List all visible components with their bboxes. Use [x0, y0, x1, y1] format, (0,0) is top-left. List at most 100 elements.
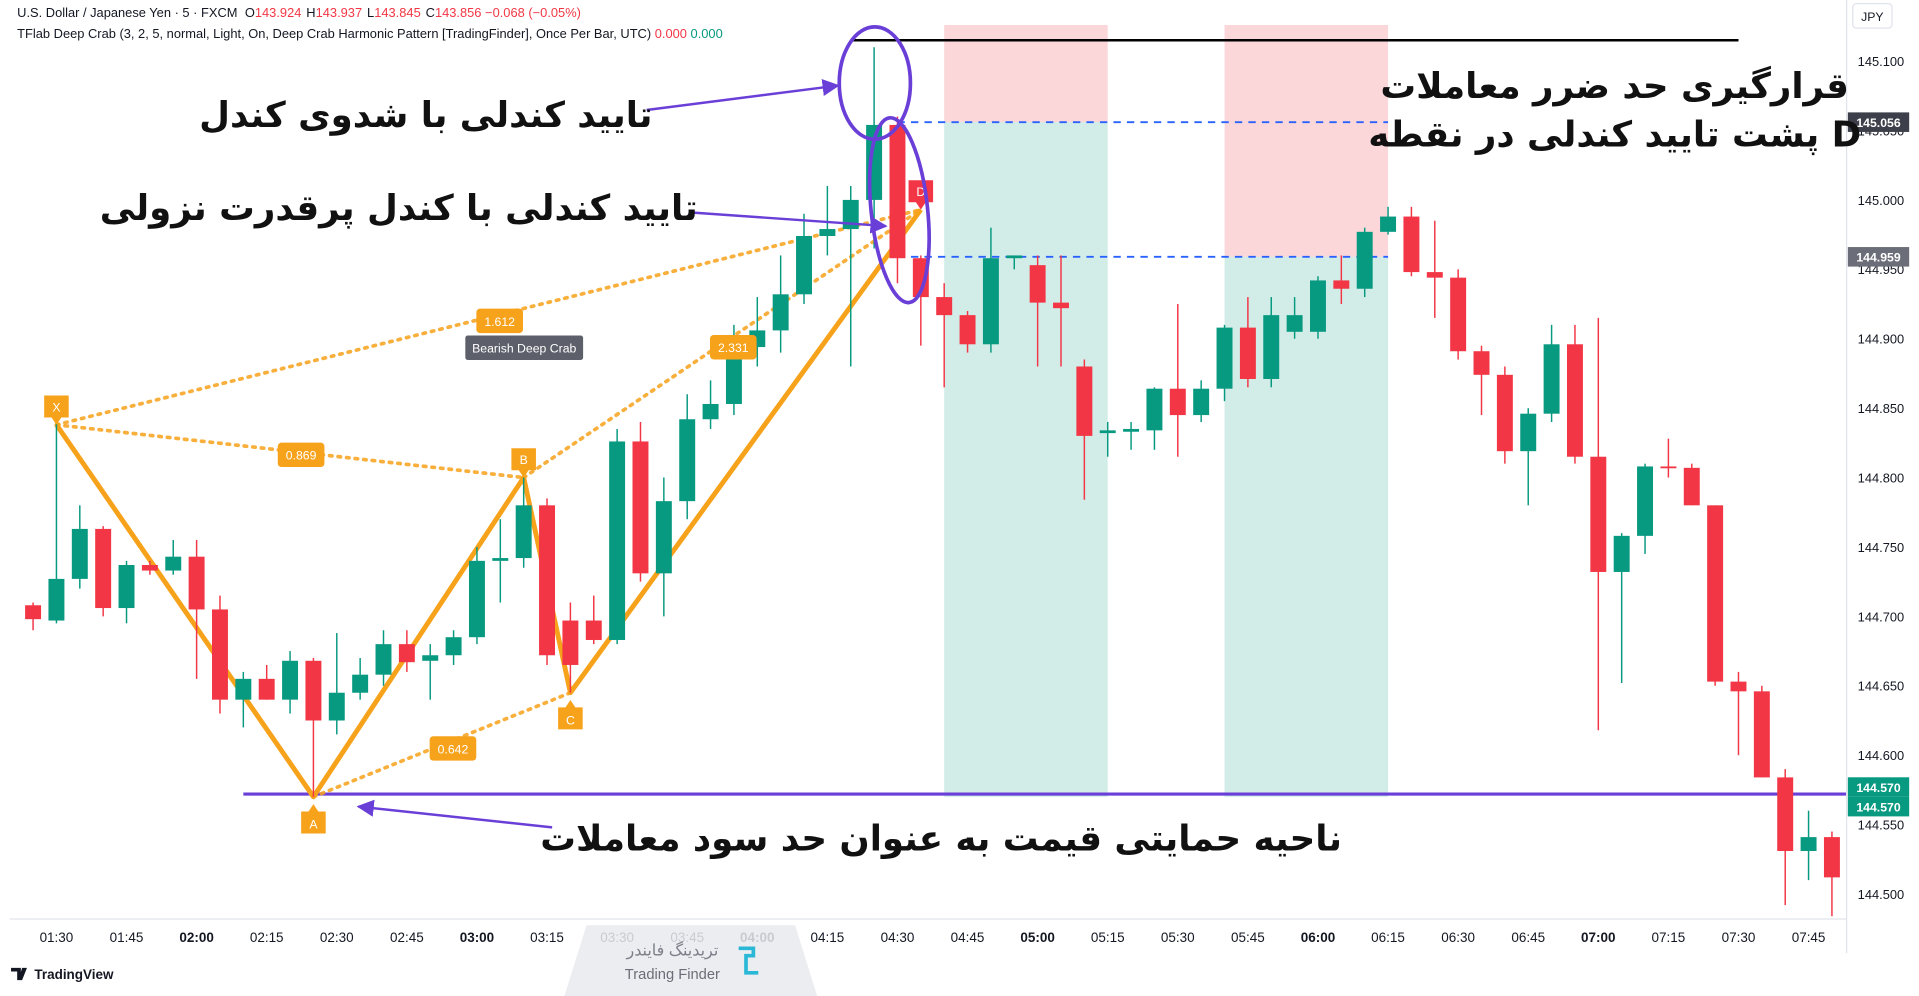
candle-body	[1169, 388, 1186, 416]
candle-body	[1520, 413, 1537, 452]
candle-body	[585, 620, 602, 640]
candle-body	[1146, 388, 1163, 431]
candle-body	[1029, 265, 1046, 303]
price-marker	[1847, 796, 1910, 817]
ohlc-key: O	[245, 5, 255, 20]
highlight-ellipse	[867, 115, 931, 305]
candle-body	[1566, 344, 1583, 457]
candle-body	[1216, 327, 1233, 389]
price-marker	[1847, 777, 1910, 797]
candle-body	[1683, 467, 1700, 506]
x-tick-label: 05:45	[1231, 930, 1265, 945]
watermark: تریدینگ فایندر Trading Finder	[564, 925, 818, 996]
candle-body	[842, 199, 859, 230]
y-tick-label: 144.900	[1858, 332, 1905, 347]
candle-body	[188, 556, 205, 610]
ratio-badge	[709, 335, 757, 360]
candle-body	[702, 403, 719, 420]
candle-body	[609, 441, 626, 640]
candle-body	[375, 644, 392, 675]
currency-button[interactable]	[1852, 3, 1893, 29]
ratio-label: 0.642	[438, 742, 469, 756]
candle-body	[515, 505, 532, 559]
candle-body	[1660, 466, 1677, 469]
pattern-point-label: B	[520, 453, 528, 467]
currency-label[interactable]: JPY	[1861, 10, 1883, 24]
watermark-fa: تریدینگ فایندر	[626, 941, 719, 960]
candle-body	[1333, 280, 1350, 289]
candle-body	[562, 620, 579, 665]
candle-body	[352, 674, 369, 693]
candle-body	[982, 258, 999, 345]
watermark-logo	[738, 946, 759, 975]
x-tick-label: 04:15	[811, 930, 845, 945]
header-line: U.S. Dollar / Japanese Yen · 5 · FXCM O14…	[17, 5, 581, 20]
x-tick-label: 07:00	[1581, 930, 1615, 945]
candle-body	[1543, 344, 1560, 414]
annotation: ناحیه حمایتی قیمت به عنوان حد سود معاملا…	[540, 819, 1342, 860]
candle-body	[422, 655, 439, 661]
price-marker	[1847, 112, 1910, 132]
price-marker-label: 144.570	[1856, 801, 1901, 815]
watermark-en: Trading Finder	[625, 967, 720, 983]
ratio-badge	[429, 736, 477, 761]
y-tick-label: 144.850	[1858, 401, 1905, 416]
x-tick-label: 05:15	[1091, 930, 1125, 945]
annotation: پشت تایید کندلی در نقطه D	[1368, 115, 1861, 156]
x-tick-label: 02:00	[179, 930, 213, 945]
price-marker-label: 144.959	[1856, 251, 1901, 265]
candle-body	[282, 660, 299, 700]
pattern-name-badge	[465, 335, 584, 360]
candle-body	[95, 528, 112, 609]
candle-body	[165, 556, 182, 571]
x-tick-label: 07:30	[1722, 930, 1756, 945]
change: −0.068 (−0.05%)	[485, 5, 581, 20]
candle-body	[936, 297, 953, 316]
ratio-label: 1.612	[484, 315, 515, 329]
candle-body	[1800, 837, 1817, 851]
candle-body	[912, 258, 929, 298]
x-tick-label: 05:30	[1161, 930, 1195, 945]
pattern-point-badge	[44, 395, 69, 425]
arrow	[356, 799, 553, 829]
candle-body	[1076, 366, 1093, 436]
candle-body	[1753, 691, 1770, 778]
candle-body	[118, 565, 135, 609]
candle-body	[959, 315, 976, 345]
candle-body	[1099, 430, 1116, 434]
x-tick-label: 06:00	[1301, 930, 1335, 945]
annotation: قرارگیری حد ضرر معاملات	[1380, 65, 1849, 107]
indicator-value: 0.000	[655, 26, 687, 41]
candle-body	[1193, 388, 1210, 416]
ratio-badge	[476, 308, 523, 334]
pattern-point-label: D	[916, 185, 925, 199]
target-zone	[944, 122, 1108, 797]
candle-body	[1450, 277, 1467, 352]
ohlc-value: 143.937	[316, 5, 363, 20]
candle-body	[258, 678, 275, 700]
brand: TradingView	[11, 967, 114, 982]
candle-body	[1590, 456, 1607, 572]
indicator-value: 0.000	[691, 26, 723, 41]
candle-body	[141, 565, 158, 571]
ratio-badge	[277, 442, 325, 468]
brand-name: TradingView	[34, 967, 114, 982]
candle-body	[211, 609, 228, 700]
stop-zone	[1224, 24, 1389, 257]
x-tick-label: 07:45	[1792, 930, 1826, 945]
candle-body	[1356, 231, 1373, 289]
candle-body	[1006, 255, 1023, 259]
ohlc-value: 143.845	[374, 5, 421, 20]
candle-body	[1426, 272, 1443, 278]
price-marker-label: 145.056	[1856, 116, 1901, 130]
indicator: TFlab Deep Crab (3, 2, 5, normal, Light,…	[17, 26, 651, 41]
candle-body	[679, 419, 696, 502]
candle-body	[1777, 777, 1794, 851]
x-tick-label: 01:45	[110, 930, 144, 945]
y-tick-label: 144.750	[1858, 540, 1905, 555]
candle-body	[1403, 216, 1420, 273]
annotation: تایید کندلی با شدوی کندل	[199, 95, 652, 136]
candle-body	[725, 347, 742, 404]
candle-body	[328, 692, 345, 721]
x-tick-label: 06:15	[1371, 930, 1405, 945]
